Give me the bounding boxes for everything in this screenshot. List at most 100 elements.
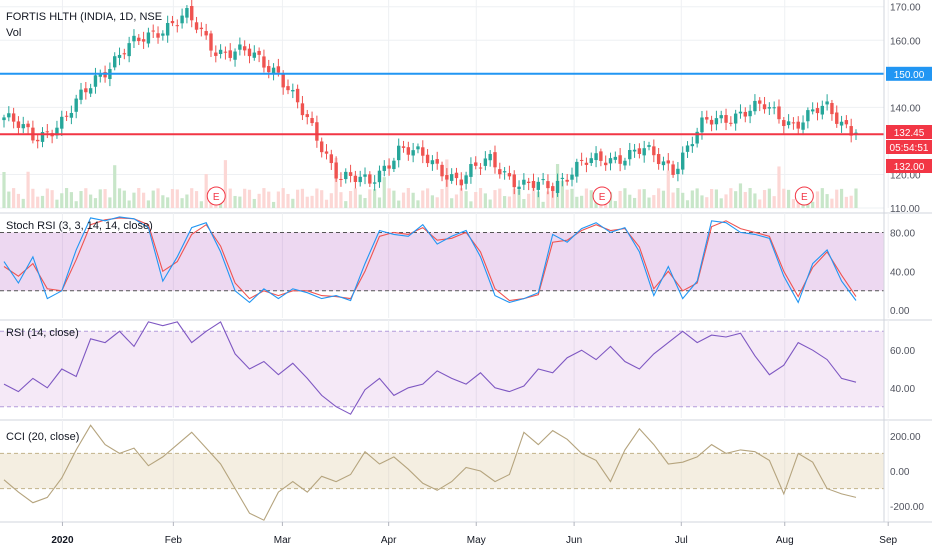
volume-bar xyxy=(642,189,646,208)
volume-bar xyxy=(782,188,786,208)
candle-body xyxy=(579,159,584,161)
time-axis-label-feb: Feb xyxy=(165,535,183,546)
candle-body xyxy=(122,53,127,55)
volume-bar xyxy=(185,194,189,208)
rsi-pane[interactable]: 40.00 60.00 xyxy=(0,319,932,418)
candle-body xyxy=(810,109,815,112)
candle-body xyxy=(137,37,141,42)
price-badge-132: 132.00 xyxy=(894,162,925,173)
volume-bar xyxy=(166,197,170,208)
candle-body xyxy=(839,121,844,126)
volume-bar xyxy=(478,188,483,208)
volume-bar xyxy=(743,191,747,208)
volume-bar xyxy=(180,198,184,208)
candle-body xyxy=(190,6,194,21)
price-tick-label: 110.00 xyxy=(890,204,920,215)
volume-bar xyxy=(430,195,435,208)
candle-body xyxy=(300,103,305,116)
candle-body xyxy=(695,131,699,144)
price-tick-label: 170.00 xyxy=(890,3,921,14)
candle-body xyxy=(35,139,40,142)
candle-body xyxy=(733,113,738,124)
candle-body xyxy=(416,146,420,150)
candle-body xyxy=(223,51,228,53)
price-pane[interactable]: 110.00 120.00 140.00 160.00 170.00 E E E 150.00 1… xyxy=(0,0,932,215)
candle-body xyxy=(435,159,439,164)
volume-bar xyxy=(40,195,45,208)
candle-body xyxy=(252,52,257,58)
volume-bar xyxy=(127,200,131,208)
candle-body xyxy=(257,50,261,55)
candle-body xyxy=(551,186,555,191)
candle-body xyxy=(329,154,334,164)
volume-bar xyxy=(397,200,401,208)
candle-body xyxy=(271,67,276,74)
candle-body xyxy=(117,54,122,58)
osc-tick-label: 60.00 xyxy=(890,346,915,357)
earnings-marker xyxy=(206,186,226,206)
volume-bar xyxy=(565,189,569,208)
volume-bar xyxy=(791,199,796,208)
volume-bar xyxy=(493,190,497,208)
candle-body xyxy=(767,107,772,109)
candle-body xyxy=(286,86,290,91)
volume-bar xyxy=(55,199,59,208)
candle-body xyxy=(531,180,536,188)
candle-body xyxy=(26,123,30,128)
volume-bar xyxy=(353,188,357,208)
candle-body xyxy=(791,122,796,124)
candle-body xyxy=(368,174,372,184)
volume-bar xyxy=(594,199,598,208)
volume-bar xyxy=(522,199,526,208)
osc-tick-label: 40.00 xyxy=(890,267,915,278)
candle-body xyxy=(584,162,589,165)
candle-body xyxy=(671,164,675,175)
volume-bar xyxy=(146,200,151,208)
candle-body xyxy=(478,167,483,169)
volume-bar xyxy=(170,189,175,208)
volume-bar xyxy=(854,188,858,208)
volume-bar xyxy=(310,195,314,208)
candle-body xyxy=(372,182,377,184)
volume-bar xyxy=(74,201,78,208)
candle-body xyxy=(786,121,791,126)
volume-bar xyxy=(141,192,146,208)
candle-body xyxy=(319,141,324,153)
last-price-badge-bg xyxy=(886,125,932,139)
candle-body xyxy=(276,66,281,73)
candle-body xyxy=(483,158,488,166)
volume-bar xyxy=(738,183,743,208)
volume-bar xyxy=(613,201,617,208)
volume-bar xyxy=(305,196,309,208)
candle-body xyxy=(60,116,64,129)
cci-pane[interactable]: 200.00 0.00 -200.00 xyxy=(0,419,932,522)
osc-tick-label: 0.00 xyxy=(890,467,910,478)
volume-bar xyxy=(719,198,723,208)
earnings-marker-label: E xyxy=(801,192,808,203)
volume-bar xyxy=(387,188,391,208)
volume-bar xyxy=(151,190,155,208)
candle-body xyxy=(2,117,6,121)
candle-body xyxy=(555,180,560,193)
volume-bar xyxy=(315,188,319,208)
cci-title: CCI (20, close) xyxy=(6,431,79,443)
candle-body xyxy=(387,165,391,169)
stoch-rsi-pane[interactable]: 0.00 40.00 80.00 xyxy=(0,212,932,318)
volume-bar xyxy=(93,198,98,208)
volume-bar xyxy=(190,188,194,208)
time-axis-label-mar: Mar xyxy=(274,535,292,546)
candle-body xyxy=(830,102,834,115)
candle-body xyxy=(459,179,463,186)
volume-bar xyxy=(50,190,54,208)
volume-bar xyxy=(464,191,468,208)
candle-body xyxy=(782,120,786,127)
volume-bar xyxy=(243,188,247,208)
candle-body xyxy=(835,112,839,124)
candle-body xyxy=(507,173,512,177)
chart-title: FORTIS HLTH (INDIA, 1D, NSE xyxy=(6,11,162,23)
volume-bar xyxy=(271,201,276,208)
candle-body xyxy=(377,170,382,183)
volume-bar xyxy=(45,188,49,208)
candle-body xyxy=(79,89,83,100)
